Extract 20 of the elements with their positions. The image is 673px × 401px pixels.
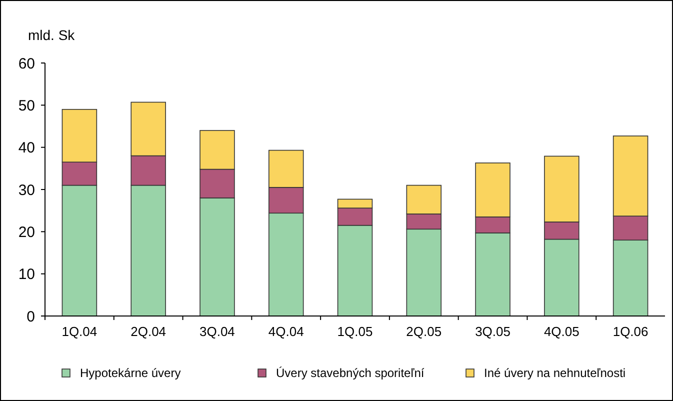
legend-label: Úvery stavebných sporiteľní	[276, 366, 425, 380]
x-tick-label: 3Q.05	[475, 324, 510, 339]
x-tick-label: 2Q.05	[406, 324, 442, 339]
x-tick-label: 1Q.06	[612, 324, 648, 339]
legend-label: Iné úvery na nehnuteľnosti	[484, 366, 626, 380]
x-tick-label: 3Q.04	[200, 324, 235, 339]
y-tick-label: 10	[18, 266, 35, 284]
x-tick-label: 1Q.04	[62, 324, 98, 339]
x-tick-label: 4Q.04	[268, 324, 304, 339]
x-tick-label: 4Q.05	[544, 324, 580, 339]
y-tick-label: 30	[18, 182, 35, 199]
y-tick-label: 20	[18, 224, 35, 241]
y-tick-label: 40	[18, 140, 35, 157]
x-tick-label: 2Q.04	[130, 324, 166, 339]
y-axis-title: mld. Sk	[28, 27, 76, 43]
y-tick-label: 60	[18, 55, 35, 72]
x-tick-label: 1Q.05	[337, 324, 373, 339]
y-tick-label: 50	[18, 97, 35, 114]
legend-label: Hypotekárne úvery	[80, 366, 181, 380]
y-tick-label: 0	[26, 308, 35, 326]
